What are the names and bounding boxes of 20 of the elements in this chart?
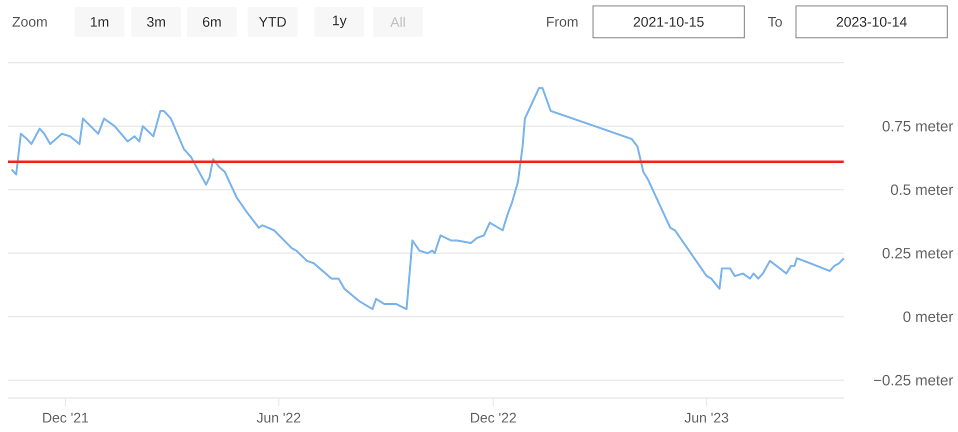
text: 3m <box>147 17 165 27</box>
text: 2023-10-14 <box>836 17 907 27</box>
x-tick-label: Jun '23 <box>684 412 728 423</box>
y-tick-label: 0.25 meter <box>882 248 954 259</box>
text: 2021-10-15 <box>634 17 704 27</box>
text: 1m <box>90 17 108 27</box>
y-tick-label: 0 meter <box>903 312 954 322</box>
text: From <box>547 17 578 27</box>
y-tick-label: 0.5 meter <box>890 184 954 196</box>
text: All <box>390 16 405 28</box>
text: 6m <box>202 17 221 27</box>
x-tick-label: Dec '22 <box>471 412 516 423</box>
text: Zoom <box>12 17 47 27</box>
text: 1y <box>333 16 347 28</box>
x-tick-label: Jun '22 <box>256 412 300 423</box>
text: YTD <box>259 17 286 27</box>
y-tick-label: 0.75 meter <box>882 120 954 132</box>
y-tick-label: −0.25 meter <box>874 375 954 386</box>
text: To <box>768 17 782 27</box>
x-tick-label: Dec '21 <box>43 412 88 423</box>
